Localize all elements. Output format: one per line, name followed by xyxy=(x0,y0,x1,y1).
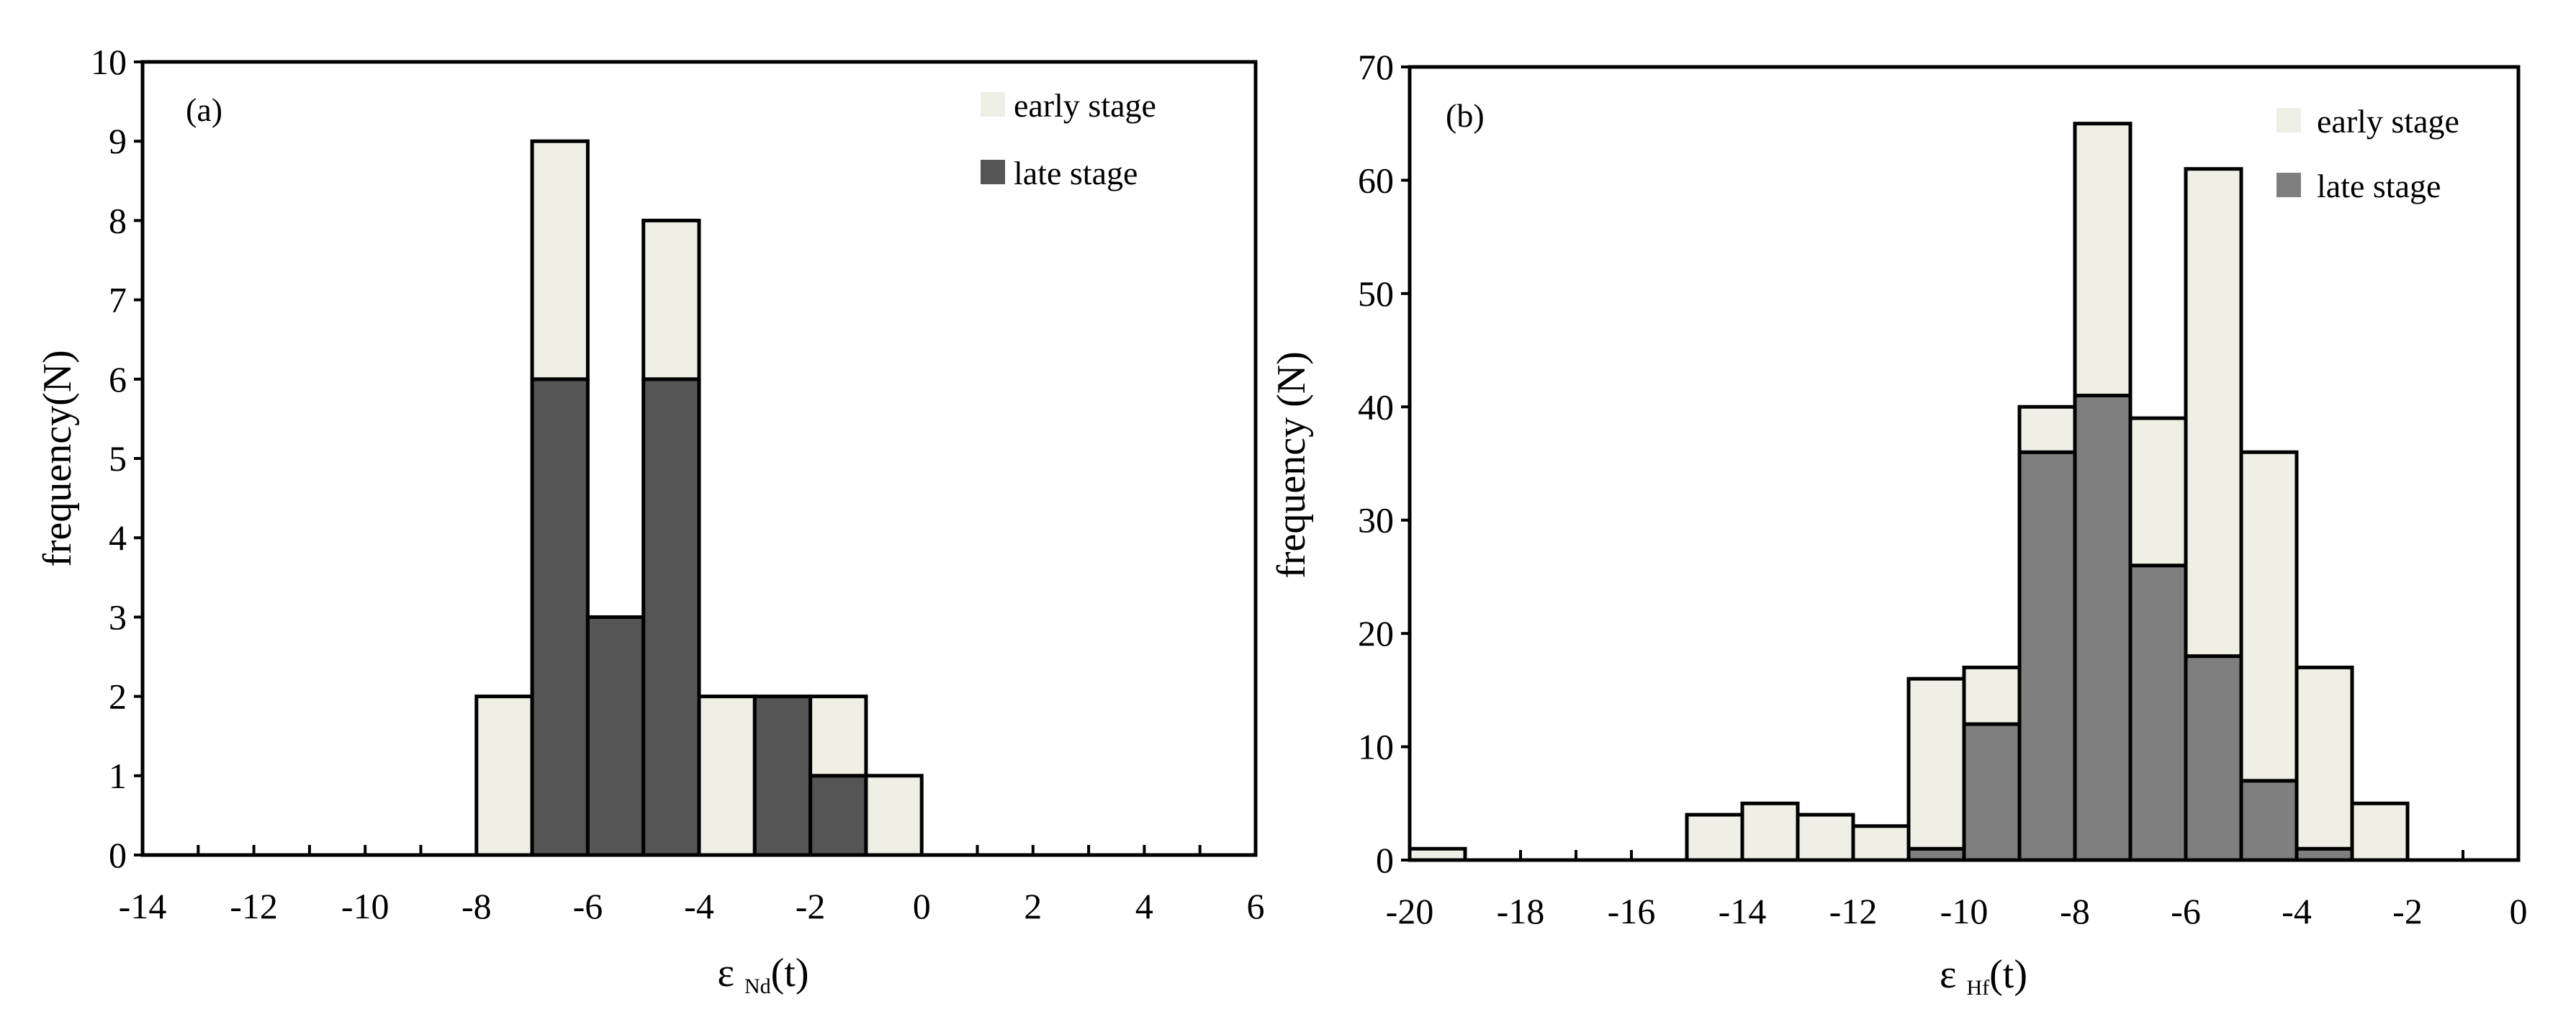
y-tick-label: 6 xyxy=(109,359,127,399)
x-tick-label: -18 xyxy=(1497,891,1545,931)
bar-late-stage xyxy=(752,695,813,857)
y-tick-label: 5 xyxy=(109,438,127,479)
bar-early-stage xyxy=(1851,824,1911,862)
panel-b: -20 -18 -16 -14 -12 -10 -8 -6 -4 -2 0 010203040506… xyxy=(1269,47,2528,1000)
bar-late-stage xyxy=(641,377,701,857)
bar-early-stage xyxy=(2184,167,2243,659)
bar-late-stage xyxy=(2128,564,2188,862)
panel-b-y-axis-title: frequency (N) xyxy=(1269,351,1314,579)
x-tick-label: -4 xyxy=(684,886,714,926)
y-tick-label: 60 xyxy=(1358,160,1394,200)
panel-b-legend: early stage late stage xyxy=(2276,103,2459,204)
panel-a-y-ticks: 0 1 2 3 4 5 6 7 8 9 10 xyxy=(91,42,143,875)
y-tick-label: 1 xyxy=(109,756,127,796)
legend-swatch-early xyxy=(2276,108,2301,132)
bar-early-stage xyxy=(530,139,590,381)
x-tick-label: -4 xyxy=(2282,891,2312,931)
legend-label-early: early stage xyxy=(1014,87,1156,124)
bar-early-stage xyxy=(1408,846,1467,862)
bar-late-stage xyxy=(2073,394,2133,862)
y-tick-label: 9 xyxy=(109,121,127,161)
x-tick-label: -10 xyxy=(1940,891,1989,931)
bar-late-stage xyxy=(2184,654,2243,862)
bar-early-stage xyxy=(641,218,701,381)
x-tick-label: -20 xyxy=(1386,891,1434,931)
bar-early-stage xyxy=(697,695,757,857)
panel-b-label: (b) xyxy=(1446,97,1485,134)
y-tick-label: 3 xyxy=(109,597,127,637)
bar-early-stage xyxy=(1906,677,1966,851)
bar-early-stage xyxy=(474,695,534,857)
panel-b-y-ticks: 0 10 20 30 40 50 60 70 xyxy=(1358,47,1410,880)
x-tick-label: -14 xyxy=(119,886,167,926)
bar-early-stage xyxy=(2017,404,2077,454)
bar-late-stage xyxy=(585,615,646,857)
y-tick-label: 2 xyxy=(109,677,127,717)
y-tick-label: 4 xyxy=(109,517,127,558)
x-tick-label: -2 xyxy=(2392,891,2423,931)
legend-swatch-early xyxy=(981,92,1005,117)
panel-a: -14 -12 -10 -8 -6 -4 -2 0 2 4 6 0 1 2 3 4 5 6 7 8 9 10 (a) e… xyxy=(35,42,1265,998)
x-tick-label: 6 xyxy=(1247,886,1265,926)
y-tick-label: 20 xyxy=(1358,613,1394,654)
x-tick-label: -6 xyxy=(573,886,603,926)
x-tick-label: -12 xyxy=(1829,891,1878,931)
y-tick-label: 0 xyxy=(109,835,127,875)
bar-late-stage xyxy=(530,377,590,857)
panel-b-bars xyxy=(1408,122,2410,862)
bar-early-stage xyxy=(1962,665,2022,726)
panel-b-x-ticks: -20 -18 -16 -14 -12 -10 -8 -6 -4 -2 0 xyxy=(1386,850,2528,931)
panel-a-x-axis-title: ε Nd(t) xyxy=(717,951,809,998)
x-tick-label: 0 xyxy=(2510,891,2528,931)
x-tick-label: -14 xyxy=(1719,891,1767,931)
panel-a-legend: early stage late stage xyxy=(981,87,1156,191)
x-tick-label: -2 xyxy=(796,886,826,926)
y-tick-label: 70 xyxy=(1358,47,1394,87)
panel-b-x-axis-title: ε Hf(t) xyxy=(1940,952,2027,1000)
y-tick-label: 50 xyxy=(1358,273,1394,314)
x-tick-label: -8 xyxy=(461,886,492,926)
bar-early-stage xyxy=(2073,122,2133,398)
panel-a-label: (a) xyxy=(186,91,222,128)
legend-swatch-late xyxy=(981,160,1005,184)
bar-early-stage xyxy=(2294,665,2354,851)
x-tick-label: -6 xyxy=(2171,891,2201,931)
bar-early-stage xyxy=(1685,813,1744,862)
bar-late-stage xyxy=(2239,779,2299,862)
legend-label-early: early stage xyxy=(2317,103,2459,140)
legend-swatch-late xyxy=(2276,173,2301,197)
panel-a-x-ticks: -14 -12 -10 -8 -6 -4 -2 0 2 4 6 xyxy=(119,845,1265,926)
panel-a-bars xyxy=(474,139,924,857)
bar-late-stage xyxy=(1962,722,2022,862)
legend-label-late: late stage xyxy=(2317,168,2441,204)
x-tick-label: -16 xyxy=(1608,891,1656,931)
x-tick-label: 4 xyxy=(1135,886,1153,926)
bar-early-stage xyxy=(2128,416,2188,568)
bar-late-stage xyxy=(2017,450,2077,862)
y-tick-label: 30 xyxy=(1358,500,1394,541)
x-tick-label: -12 xyxy=(230,886,278,926)
legend-label-late: late stage xyxy=(1014,155,1138,191)
y-tick-label: 10 xyxy=(1358,727,1394,767)
y-tick-label: 40 xyxy=(1358,386,1394,427)
x-tick-label: -10 xyxy=(341,886,389,926)
panel-a-y-axis-title: frequency(N) xyxy=(35,350,80,567)
bar-early-stage xyxy=(2350,801,2410,862)
x-tick-label: 0 xyxy=(913,886,931,926)
y-tick-label: 7 xyxy=(109,280,127,320)
y-tick-label: 0 xyxy=(1376,840,1394,880)
y-tick-label: 8 xyxy=(109,200,127,240)
bar-early-stage xyxy=(2239,450,2299,783)
bar-late-stage xyxy=(809,774,868,857)
bar-early-stage xyxy=(809,695,868,778)
x-tick-label: 2 xyxy=(1024,886,1042,926)
y-tick-label: 10 xyxy=(91,42,127,82)
bar-early-stage xyxy=(1796,813,1855,862)
bar-early-stage xyxy=(1740,801,1800,862)
x-tick-label: -8 xyxy=(2060,891,2090,931)
bar-early-stage xyxy=(864,774,924,857)
